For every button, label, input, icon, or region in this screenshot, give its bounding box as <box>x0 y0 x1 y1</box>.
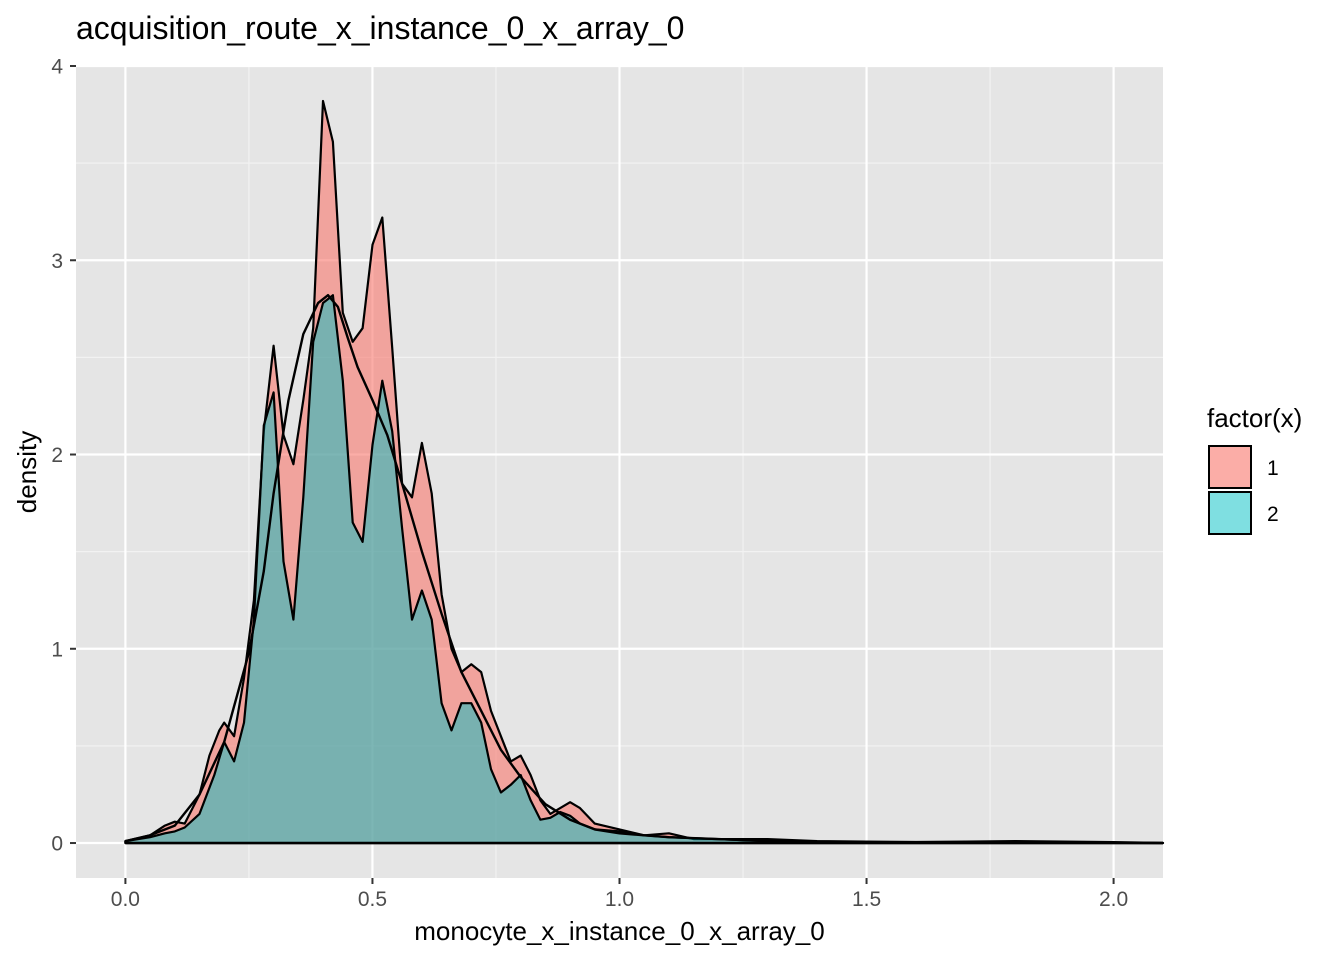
legend-swatch-1 <box>1208 445 1252 489</box>
legend-label-2: 2 <box>1267 503 1279 526</box>
legend-label-1: 1 <box>1267 457 1279 480</box>
x-tick-label: 1.0 <box>605 888 634 911</box>
legend: factor(x) 12 <box>1207 403 1302 535</box>
legend-swatch-2 <box>1208 491 1252 535</box>
x-tick-label: 2.0 <box>1099 888 1128 911</box>
legend-items: 12 <box>1208 445 1279 535</box>
y-tick-label: 3 <box>51 250 63 273</box>
chart-title: acquisition_route_x_instance_0_x_array_0 <box>76 10 684 46</box>
y-tick-label: 4 <box>51 56 63 79</box>
y-axis-title: density <box>12 431 42 513</box>
x-axis-title: monocyte_x_instance_0_x_array_0 <box>414 916 824 946</box>
density-areas <box>124 99 1165 845</box>
x-tick-label: 0.5 <box>358 888 387 911</box>
y-tick-label: 2 <box>51 444 63 467</box>
y-tick-label: 0 <box>51 833 63 856</box>
y-tick-label: 1 <box>51 638 63 661</box>
x-tick-label: 0.0 <box>111 888 140 911</box>
axes: 0.0 0.5 1.0 1.5 2.0 0 1 2 3 4 <box>51 56 1128 912</box>
overlay-density-line <box>125 294 1164 845</box>
x-tick-label: 1.5 <box>852 888 881 911</box>
legend-title: factor(x) <box>1207 403 1302 433</box>
